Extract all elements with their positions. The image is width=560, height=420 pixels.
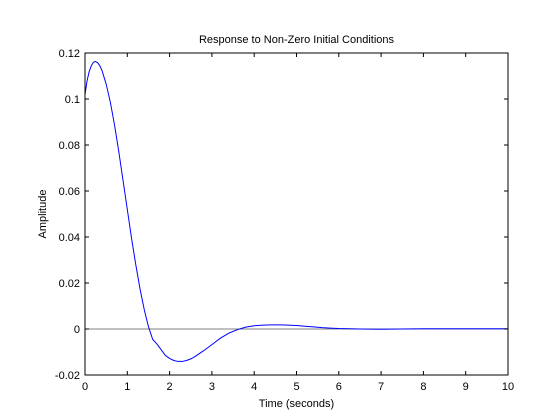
data-point [177, 361, 178, 362]
data-point [122, 180, 123, 181]
data-point [296, 325, 297, 326]
data-point [87, 80, 88, 81]
data-point [173, 360, 174, 361]
y-tick-label: 0.06 [59, 186, 80, 198]
data-point [139, 288, 140, 289]
data-point [338, 328, 339, 329]
data-point [152, 339, 153, 340]
data-point [190, 358, 191, 359]
data-point [203, 350, 204, 351]
data-point [144, 309, 145, 310]
data-point [304, 326, 305, 327]
y-tick-label: 0.1 [65, 94, 80, 106]
x-tick-label: 0 [82, 381, 88, 393]
data-point [99, 65, 100, 66]
data-point [110, 102, 111, 103]
data-point [486, 328, 487, 329]
x-tick-label: 8 [420, 381, 426, 393]
chart-title: Response to Non-Zero Initial Conditions [199, 34, 395, 46]
series-line [84, 61, 508, 362]
data-point [262, 324, 263, 325]
data-point [131, 238, 132, 239]
data-point [93, 62, 94, 63]
data-point [114, 125, 115, 126]
x-tick-label: 3 [209, 381, 215, 393]
data-point [182, 361, 183, 362]
data-point [245, 327, 246, 328]
data-point [313, 326, 314, 327]
x-axis-label: Time (seconds) [259, 398, 334, 410]
data-point [89, 71, 90, 72]
data-point [211, 344, 212, 345]
data-point [271, 324, 272, 325]
data-point [194, 356, 195, 357]
data-point [169, 358, 170, 359]
data-point [91, 65, 92, 66]
data-point [254, 325, 255, 326]
axes-background [85, 53, 508, 375]
x-tick-label: 5 [293, 381, 299, 393]
data-point [95, 61, 96, 62]
y-axis-label: Amplitude [37, 190, 49, 239]
data-point [156, 343, 157, 344]
data-point [228, 333, 229, 334]
data-point [287, 324, 288, 325]
data-point [465, 328, 466, 329]
data-point [237, 329, 238, 330]
data-point [97, 62, 98, 63]
y-tick-label: 0.02 [59, 278, 80, 290]
data-point [101, 70, 102, 71]
y-tick-label: -0.02 [55, 370, 80, 382]
data-point [330, 327, 331, 328]
data-point [321, 327, 322, 328]
x-tick-label: 6 [336, 381, 342, 393]
tick-layer: 0 1 2 3 4 5 6 7 8 9 10-0.0200.020.040.060.080.10.1… [55, 48, 514, 393]
x-tick-label: 4 [251, 381, 257, 393]
data-point [359, 328, 360, 329]
y-tick-label: 0.04 [59, 232, 80, 244]
x-tick-label: 9 [463, 381, 469, 393]
data-point [106, 83, 107, 84]
data-point [423, 328, 424, 329]
data-point [279, 324, 280, 325]
data-point [135, 264, 136, 265]
y-tick-label: 0.12 [59, 48, 80, 60]
data-point [220, 338, 221, 339]
data-point [127, 209, 128, 210]
x-tick-label: 7 [378, 381, 384, 393]
data-point [444, 328, 445, 329]
y-tick-label: 0.08 [59, 140, 80, 152]
x-tick-label: 2 [167, 381, 173, 393]
series-layer [84, 61, 508, 362]
data-point [186, 360, 187, 361]
x-tick-label: 1 [124, 381, 130, 393]
x-tick-label: 10 [502, 381, 514, 393]
data-point [118, 151, 119, 152]
data-point [161, 349, 162, 350]
y-tick-label: 0 [74, 324, 80, 336]
data-point [402, 328, 403, 329]
data-point [165, 355, 166, 356]
data-point [148, 326, 149, 327]
data-point [381, 329, 382, 330]
